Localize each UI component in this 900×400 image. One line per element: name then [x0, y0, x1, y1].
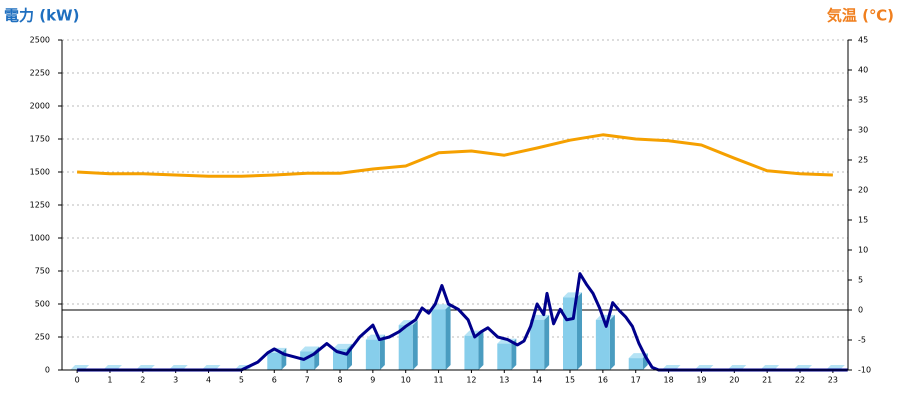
y2-tick-label: 45 [858, 36, 868, 45]
x-tick-label: 18 [663, 376, 673, 385]
bar-side [412, 320, 418, 370]
bar [595, 319, 610, 370]
x-tick-label: 13 [499, 376, 509, 385]
y2-tick-label: 0 [858, 306, 863, 315]
bar-side [511, 338, 517, 370]
bar [365, 339, 380, 370]
y-tick-label: 1000 [30, 234, 50, 243]
y2-tick-label: 20 [858, 186, 868, 195]
bar-side [379, 334, 385, 370]
line [77, 272, 848, 372]
x-tick-label: 19 [696, 376, 706, 385]
x-tick-label: 12 [466, 376, 476, 385]
x-tick-label: 16 [598, 376, 608, 385]
x-tick-label: 17 [631, 376, 641, 385]
y-tick-label: 1250 [30, 201, 50, 210]
bar-top [332, 343, 352, 349]
y-tick-label: 250 [35, 333, 50, 342]
y-tick-label: 500 [35, 300, 50, 309]
x-tick-label: 23 [828, 376, 838, 385]
bar-top [431, 304, 451, 310]
x-tick-label: 22 [795, 376, 805, 385]
y2-tick-label: 25 [858, 156, 868, 165]
x-tick-label: 1 [107, 376, 112, 385]
x-tick-label: 3 [173, 376, 178, 385]
bar-side [544, 314, 550, 370]
x-tick-label: 7 [305, 376, 310, 385]
bar [267, 352, 282, 370]
x-tick-label: 14 [532, 376, 542, 385]
line [77, 133, 833, 178]
x-tick-label: 9 [370, 376, 375, 385]
y2-tick-label: 40 [858, 66, 868, 75]
y-tick-label: 750 [35, 267, 50, 276]
y2-tick-label: 10 [858, 246, 868, 255]
bar [497, 343, 512, 370]
y2-tick-label: -5 [858, 336, 866, 345]
y-axis-title: 電力 (kW) [4, 7, 79, 25]
x-tick-label: 11 [433, 376, 443, 385]
x-tick-label: 0 [75, 376, 80, 385]
y2-axis-title: 気温 (℃) [827, 7, 894, 25]
y2-tick-label: 15 [858, 216, 868, 225]
y-tick-label: 0 [45, 366, 50, 375]
x-tick-label: 6 [272, 376, 277, 385]
y-tick-label: 2250 [30, 69, 50, 78]
y2-tick-label: 35 [858, 96, 868, 105]
y2-tick-label: 30 [858, 126, 868, 135]
x-tick-label: 10 [401, 376, 411, 385]
y-tick-label: 2000 [30, 102, 50, 111]
y2-tick-label: 5 [858, 276, 863, 285]
y-tick-label: 1750 [30, 135, 50, 144]
x-tick-label: 20 [729, 376, 739, 385]
bar-side [609, 314, 615, 370]
bar [431, 309, 446, 370]
bar-side [445, 304, 451, 370]
x-tick-label: 5 [239, 376, 244, 385]
x-tick-label: 4 [206, 376, 211, 385]
y2-tick-label: -10 [858, 366, 871, 375]
y-tick-label: 1500 [30, 168, 50, 177]
x-tick-label: 8 [337, 376, 342, 385]
bar-top [300, 346, 320, 352]
x-tick-label: 21 [762, 376, 772, 385]
bar [628, 358, 643, 370]
x-tick-label: 15 [565, 376, 575, 385]
bar [530, 319, 545, 370]
bar [464, 335, 479, 370]
bar-side [577, 292, 583, 370]
y-tick-label: 2500 [30, 36, 50, 45]
bar [398, 325, 413, 370]
bar-side [478, 330, 484, 370]
x-tick-label: 2 [140, 376, 145, 385]
